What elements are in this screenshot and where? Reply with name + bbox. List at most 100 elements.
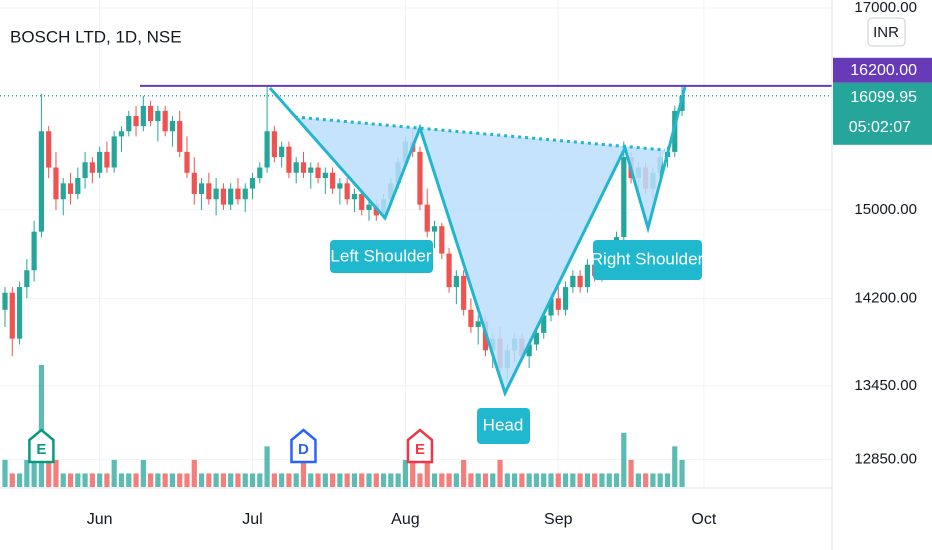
candle-body — [337, 183, 343, 189]
volume-bar — [344, 473, 350, 487]
annotation: Head — [483, 415, 524, 434]
candle-body — [548, 298, 554, 316]
candle-body — [264, 131, 270, 168]
volume-bar — [410, 459, 416, 487]
candle-body — [541, 315, 547, 333]
volume-bar — [75, 473, 81, 487]
volume-bar — [126, 473, 132, 487]
candle-body — [286, 146, 292, 173]
levels: 16200.00 16099.95 05:02:07 — [0, 57, 932, 145]
neckline — [294, 115, 666, 152]
candle-body — [359, 193, 365, 210]
candle-body — [562, 287, 569, 310]
candle-body — [300, 162, 307, 173]
x-tick-label: Aug — [391, 511, 419, 528]
candle-body — [60, 183, 66, 200]
volume-bar — [373, 473, 379, 487]
event-marker — [290, 428, 317, 464]
volume-bar — [606, 473, 612, 487]
level-label-box — [833, 57, 932, 83]
candle-body — [322, 172, 328, 179]
x-tick-label: Jun — [87, 511, 113, 528]
volume-bar — [97, 473, 103, 487]
candle-body — [293, 162, 299, 173]
volume-bar — [104, 473, 110, 487]
volume-bar — [512, 473, 518, 487]
volume-bar — [242, 473, 248, 487]
volume-bar — [526, 473, 532, 487]
candle-body — [53, 167, 59, 200]
volume-bar — [46, 459, 52, 487]
event-label: D — [298, 441, 309, 458]
candle-body — [431, 226, 438, 232]
volume-bar — [548, 473, 554, 487]
volume-bar — [162, 473, 168, 487]
volume-bar — [257, 473, 263, 487]
candle-body — [228, 188, 234, 205]
candle-body — [555, 298, 561, 310]
annotation: Left Shoulder — [330, 246, 431, 265]
candle-body — [235, 188, 241, 200]
volume-bar — [431, 473, 438, 487]
volume-bar — [118, 473, 125, 487]
candle-body — [220, 188, 226, 205]
candle-body — [242, 188, 248, 200]
volume-bar — [213, 473, 219, 487]
chart-title: BOSCH LTD, 1D, NSE — [10, 27, 182, 46]
volume-bar — [337, 473, 343, 487]
candle-body — [446, 253, 452, 288]
candle-body — [16, 287, 23, 339]
volume-bar — [330, 473, 336, 487]
volume-bar — [220, 473, 226, 487]
volume-bar — [366, 473, 372, 487]
volume-bar — [286, 473, 292, 487]
candle-body — [118, 131, 125, 137]
y-tick-label: 13450.00 — [854, 377, 917, 394]
volume-bar — [570, 473, 576, 487]
last-price-label: 16099.95 — [850, 89, 917, 106]
volume-bar — [380, 473, 387, 487]
pattern-line — [268, 86, 687, 398]
volume-bar — [235, 473, 241, 487]
candle-body — [417, 151, 423, 205]
candle-body — [184, 151, 190, 173]
candle-body — [439, 226, 445, 254]
y-tick-label: 12850.00 — [854, 451, 917, 468]
volume-bar — [249, 473, 256, 487]
candle-body — [9, 292, 15, 339]
volume-bar — [300, 459, 307, 487]
volume-bar — [31, 459, 37, 487]
volume-bar — [446, 473, 452, 487]
candle-body — [140, 105, 146, 127]
candle-body — [46, 131, 52, 168]
volume-bar — [621, 432, 627, 487]
volume-bar — [599, 473, 605, 487]
candle-body — [104, 151, 110, 168]
volume-bar — [82, 473, 88, 487]
volume-bar — [206, 473, 212, 487]
candle-body — [308, 167, 314, 173]
candle-body — [330, 172, 336, 189]
volume-bar — [351, 473, 358, 487]
volume-bar — [38, 365, 44, 487]
event-marker — [406, 428, 434, 464]
candle-body — [191, 172, 197, 194]
volume-bar — [177, 473, 183, 487]
volume-bar — [424, 459, 430, 487]
volume-bar — [67, 473, 74, 487]
volume-bar — [657, 473, 663, 487]
volume-bar — [191, 459, 197, 487]
volume-bar — [264, 446, 270, 487]
candle-body — [213, 188, 219, 200]
candle-body — [344, 183, 350, 200]
volume-bar — [388, 473, 394, 487]
candle-body — [351, 193, 358, 200]
candle-body — [82, 162, 88, 179]
last-price-box — [833, 82, 932, 145]
volume-bar — [308, 473, 314, 487]
pattern-fill — [270, 88, 665, 393]
annotation-box — [330, 240, 433, 273]
volume-bar — [533, 473, 540, 487]
